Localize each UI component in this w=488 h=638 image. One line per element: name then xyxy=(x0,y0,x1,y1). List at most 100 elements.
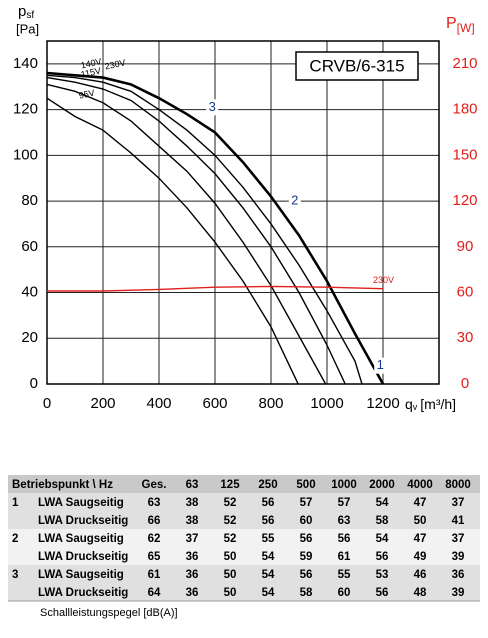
table-cell: 61 xyxy=(148,569,161,581)
table-cell: 64 xyxy=(148,587,161,599)
y-tick-label: 0 xyxy=(30,375,38,392)
table-cell: LWA Saugseitig xyxy=(38,569,124,581)
model-label: CRVB/6-315 xyxy=(309,56,404,75)
table-cell: 46 xyxy=(414,569,427,581)
x-axis-label: qv [m³/h] xyxy=(405,396,456,413)
curve xyxy=(46,74,363,385)
table-cell: 37 xyxy=(452,497,465,509)
table-cell: 41 xyxy=(452,515,465,527)
plot-bg xyxy=(47,41,439,384)
table-cell: LWA Druckseitig xyxy=(38,515,128,527)
table-cell: 63 xyxy=(148,497,161,509)
table-header-cell: 125 xyxy=(220,479,240,491)
y-tick-label: 20 xyxy=(21,329,38,346)
table-cell: 38 xyxy=(186,497,199,509)
y-label-main: p xyxy=(18,3,26,20)
x-label-sub: v xyxy=(413,402,418,412)
y-tick-label: 80 xyxy=(21,192,38,209)
table-cell: 54 xyxy=(376,533,389,545)
table-header-cell: 500 xyxy=(296,479,315,491)
curve-label: 230V xyxy=(373,275,394,285)
y2-axis-label: P[W] xyxy=(446,15,475,35)
table-cell: 65 xyxy=(148,551,161,563)
table-cell: 36 xyxy=(186,551,199,563)
table-header-cell: Ges. xyxy=(142,479,167,491)
x-tick-label: 600 xyxy=(202,395,227,412)
table-cell: 50 xyxy=(414,515,427,527)
table-cell: 56 xyxy=(338,533,351,545)
table-cell: 56 xyxy=(262,497,275,509)
y-tick-label: 120 xyxy=(13,101,38,118)
y2-label-sub: [W] xyxy=(457,21,475,35)
table-header-cell: 63 xyxy=(186,479,199,491)
curve-label: 140V xyxy=(80,56,103,70)
y-axis-label: psf xyxy=(18,3,34,21)
curve-label: 95V xyxy=(78,88,96,101)
table-cell: 36 xyxy=(452,569,465,581)
table-cell: 48 xyxy=(414,587,427,599)
curve-label: 115V xyxy=(80,66,102,80)
table-cell: 52 xyxy=(224,497,237,509)
table-cell: 36 xyxy=(186,569,199,581)
table-row-bg xyxy=(8,565,480,583)
x-label-main: q xyxy=(405,396,413,412)
table-row-bg xyxy=(8,547,480,565)
table-header-cell: 250 xyxy=(258,479,277,491)
table-cell: LWA Druckseitig xyxy=(38,587,128,599)
operating-point-label: 2 xyxy=(291,193,298,208)
table-header-cell: 1000 xyxy=(331,479,357,491)
table-cell: LWA Druckseitig xyxy=(38,551,128,563)
model-box xyxy=(295,51,419,81)
table-cell: 36 xyxy=(186,587,199,599)
curve xyxy=(46,83,327,385)
y2-label-main: P xyxy=(446,15,457,32)
table-row-bg xyxy=(8,529,480,547)
table-cell: 56 xyxy=(376,551,389,563)
curve xyxy=(46,97,299,385)
table-cell: 53 xyxy=(376,569,389,581)
table-cell: 56 xyxy=(300,569,313,581)
table-cell: 60 xyxy=(300,515,313,527)
table-cell: 50 xyxy=(224,551,237,563)
table-cell: 57 xyxy=(338,497,351,509)
table-cell: 55 xyxy=(262,533,275,545)
table-cell: 54 xyxy=(262,569,275,581)
table-row-bg xyxy=(8,493,480,511)
table-cell: 57 xyxy=(300,497,313,509)
y-tick-label: 140 xyxy=(13,55,38,72)
table-cell: 60 xyxy=(338,587,351,599)
table-cell: 52 xyxy=(224,515,237,527)
table-cell: LWA Saugseitig xyxy=(38,533,124,545)
curve-label: 230V xyxy=(104,57,127,71)
y-axis-unit: [Pa] xyxy=(16,21,39,36)
y2-tick-label: 210 xyxy=(452,55,477,72)
table-cell: 54 xyxy=(262,551,275,563)
table-cell: 56 xyxy=(300,533,313,545)
plot-frame xyxy=(46,40,440,385)
table-cell: 1 xyxy=(12,497,19,509)
table-row-bg xyxy=(8,511,480,529)
x-tick-label: 0 xyxy=(43,395,51,412)
table-cell: 3 xyxy=(12,569,18,581)
table-header-cell: 2000 xyxy=(369,479,395,491)
table-cell: 37 xyxy=(186,533,199,545)
table-header-cell: Betriebspunkt \ Hz xyxy=(12,479,113,491)
table-cell: 38 xyxy=(186,515,199,527)
table-cell: 62 xyxy=(148,533,161,545)
table-cell: 39 xyxy=(452,587,465,599)
table-cell: 39 xyxy=(452,551,465,563)
y2-tick-label: 120 xyxy=(452,192,477,209)
y2-tick-label: 30 xyxy=(457,329,474,346)
y-tick-label: 100 xyxy=(13,146,38,163)
table-cell: 58 xyxy=(300,587,313,599)
table-cell: 59 xyxy=(300,551,313,563)
table-cell: 54 xyxy=(376,497,389,509)
table-cell: 63 xyxy=(338,515,351,527)
y-tick-label: 60 xyxy=(21,238,38,255)
point-label-bg xyxy=(206,99,219,116)
table-cell: LWA Saugseitig xyxy=(38,497,124,509)
point-label-bg xyxy=(288,193,301,210)
table-row-bg xyxy=(8,583,480,601)
curve xyxy=(46,71,385,385)
